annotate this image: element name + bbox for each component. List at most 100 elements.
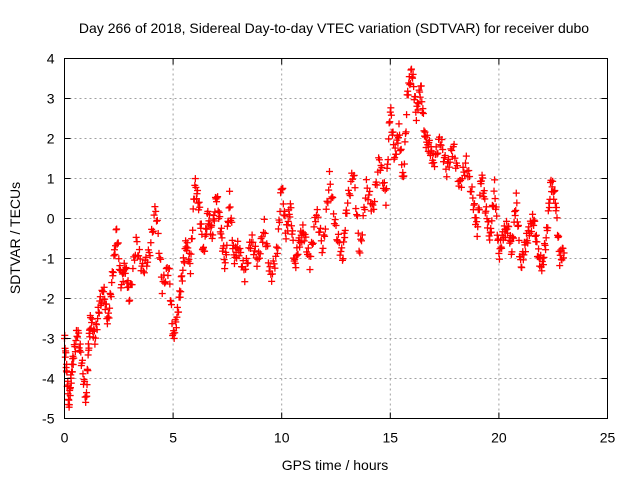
data-point [467,188,475,196]
data-point [168,320,176,328]
data-point [201,247,209,255]
data-point [354,229,362,237]
data-point [189,205,197,213]
axis-ticks [64,58,608,419]
data-point [189,226,197,234]
data-point [107,293,115,301]
data-point [270,260,278,268]
data-point [70,354,78,362]
data-point [299,229,307,237]
data-point [136,255,144,263]
data-point [370,205,378,213]
data-point [445,163,453,171]
data-point [437,141,445,149]
data-point [166,280,174,288]
data-point [261,229,269,237]
data-point [177,288,185,296]
x-tick-label: 20 [491,430,507,446]
data-point [356,249,364,257]
y-tick-label: -5 [42,411,55,427]
data-point [281,212,289,220]
data-point [154,229,162,237]
data-point [470,200,478,208]
data-point [214,207,222,215]
data-point [439,146,447,154]
data-point [258,233,266,241]
data-point [430,159,438,167]
data-point [228,236,236,244]
data-point [69,361,77,369]
data-point [524,239,532,247]
data-point [412,116,420,124]
data-point [321,232,329,240]
data-point [111,250,119,258]
data-point [338,244,346,252]
data-point [151,203,159,211]
data-point [469,194,477,202]
data-point [551,199,559,207]
data-point [102,300,110,308]
data-point [187,250,195,258]
data-point [161,279,169,287]
data-point [149,227,157,235]
data-point [194,199,202,207]
data-point [532,231,540,239]
x-tick-label: 5 [169,430,177,446]
data-point [66,392,74,400]
data-point [325,186,333,194]
data-point [66,384,74,392]
data-point [508,248,516,256]
data-point [457,183,465,191]
data-point [466,173,474,181]
data-point [274,225,282,233]
data-point [97,299,105,307]
data-point [185,249,193,257]
data-point [330,220,338,228]
data-point [334,230,342,238]
data-point [204,207,212,215]
data-point [221,259,229,267]
data-point [235,252,243,260]
data-point [103,320,111,328]
data-point [491,195,499,203]
data-point [361,206,369,214]
data-point [74,333,82,341]
data-point [373,181,381,189]
data-point [387,111,395,119]
data-point [400,160,408,168]
data-point [344,186,352,194]
data-point [133,238,141,246]
data-point [218,234,226,242]
data-point [520,251,528,259]
data-point [251,247,259,255]
data-point [279,184,287,192]
data-point [400,172,408,180]
data-point [271,264,279,272]
data-point [226,187,234,195]
data-point [109,268,117,276]
data-point [294,250,302,258]
data-point [62,349,70,357]
data-point [362,176,370,184]
data-point [83,381,91,389]
data-point [512,189,520,197]
data-point [122,264,130,272]
data-point [419,110,427,118]
data-point [65,401,73,409]
data-point [525,223,533,231]
data-point [308,240,316,248]
data-point [369,201,377,209]
data-point [268,277,276,285]
data-point [83,392,91,400]
data-point [91,340,99,348]
data-point [140,269,148,277]
data-point [512,206,520,214]
data-point [359,212,367,220]
data-point [72,337,80,345]
data-point [309,239,317,247]
data-point [490,187,498,195]
data-point [140,267,148,275]
data-point [438,136,446,144]
data-point [135,252,143,260]
data-point [505,223,513,231]
